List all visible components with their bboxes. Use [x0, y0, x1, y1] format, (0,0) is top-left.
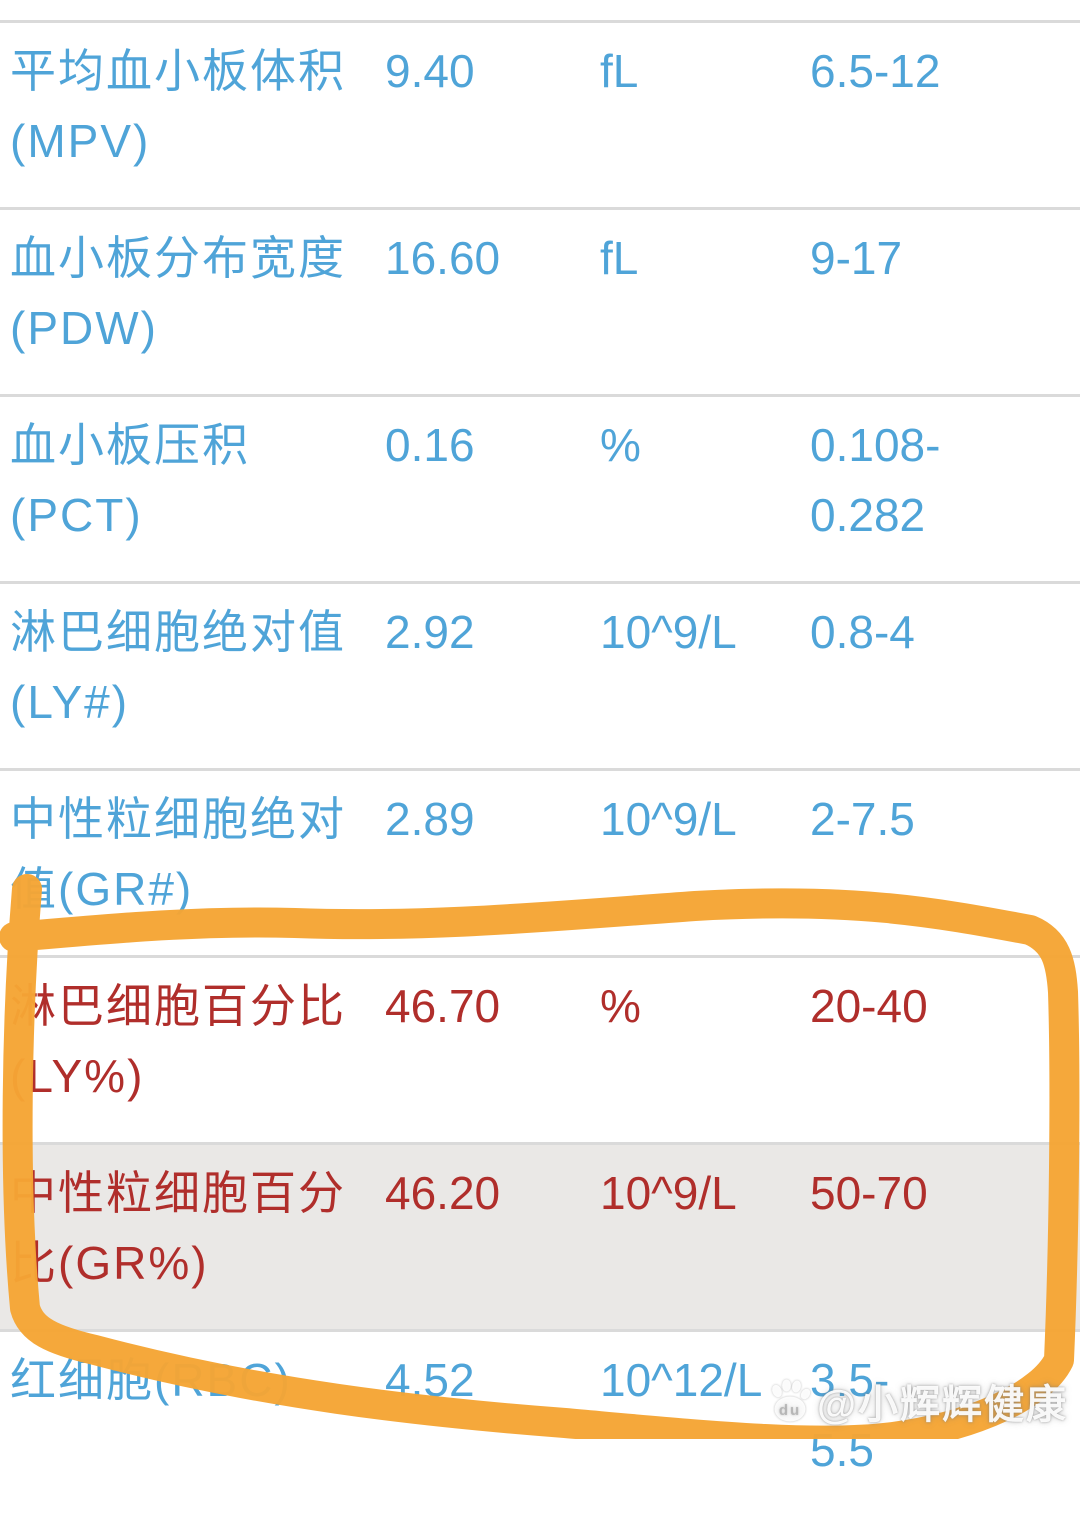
watermark-text: @小辉辉健康	[816, 1383, 1068, 1427]
param-name-cell: 淋巴细胞百分比 (LY%)	[10, 980, 346, 1102]
param-name-cell: 红细胞(RBC)	[10, 1354, 292, 1406]
table-top-spacer	[0, 0, 1080, 20]
table-row: 中性粒细胞绝对 值(GR#) 2.89 10^9/L 2-7.5	[0, 768, 1080, 955]
range-cell: 20-40	[810, 980, 928, 1032]
param-name-cell: 血小板压积 (PCT)	[10, 419, 250, 541]
value-cell: 46.20	[385, 1167, 501, 1219]
range-cell: 50-70	[810, 1167, 928, 1219]
table-row: 淋巴细胞绝对值 (LY#) 2.92 10^9/L 0.8-4	[0, 581, 1080, 768]
table-row: 淋巴细胞百分比 (LY%) 46.70 % 20-40	[0, 955, 1080, 1142]
value-cell: 2.89	[385, 793, 475, 845]
value-cell: 16.60	[385, 232, 501, 284]
range-cell: 9-17	[810, 232, 903, 284]
range-cell: 0.8-4	[810, 606, 915, 658]
table-row: 血小板压积 (PCT) 0.16 % 0.108- 0.282	[0, 394, 1080, 581]
unit-cell: 10^9/L	[600, 1167, 737, 1219]
value-cell: 4.52	[385, 1354, 475, 1406]
table-row: 平均血小板体积 (MPV) 9.40 fL 6.5-12	[0, 20, 1080, 207]
table-row: 中性粒细胞百分 比(GR%) 46.20 10^9/L 50-70	[0, 1142, 1080, 1329]
value-cell: 46.70	[385, 980, 501, 1032]
table-row: 血小板分布宽度 (PDW) 16.60 fL 9-17	[0, 207, 1080, 394]
range-cell: 3.5- 5.5	[810, 1354, 890, 1476]
value-cell: 9.40	[385, 45, 475, 97]
param-name-cell: 淋巴细胞绝对值 (LY#)	[10, 606, 346, 728]
value-cell: 2.92	[385, 606, 475, 658]
range-cell: 6.5-12	[810, 45, 941, 97]
value-cell: 0.16	[385, 419, 475, 471]
param-name-cell: 平均血小板体积 (MPV)	[10, 45, 346, 167]
watermark: du @小辉辉健康	[767, 1372, 1068, 1430]
unit-cell: 10^12/L	[600, 1354, 763, 1406]
baidu-paw-icon: du	[772, 1379, 811, 1422]
range-cell: 0.108- 0.282	[810, 419, 941, 541]
unit-cell: 10^9/L	[600, 793, 737, 845]
unit-cell: %	[600, 419, 641, 471]
unit-cell: fL	[600, 45, 639, 97]
range-cell: 2-7.5	[810, 793, 915, 845]
unit-cell: 10^9/L	[600, 606, 737, 658]
param-name-cell: 中性粒细胞绝对 值(GR#)	[10, 793, 346, 915]
unit-cell: fL	[600, 232, 639, 284]
param-name-cell: 血小板分布宽度 (PDW)	[10, 232, 346, 354]
unit-cell: %	[600, 980, 641, 1032]
param-name-cell: 中性粒细胞百分 比(GR%)	[10, 1167, 346, 1289]
paw-icon-letters: du	[779, 1402, 801, 1419]
lab-results-table: 平均血小板体积 (MPV) 9.40 fL 6.5-12 血小板分布宽度 (PD…	[0, 0, 1080, 1476]
